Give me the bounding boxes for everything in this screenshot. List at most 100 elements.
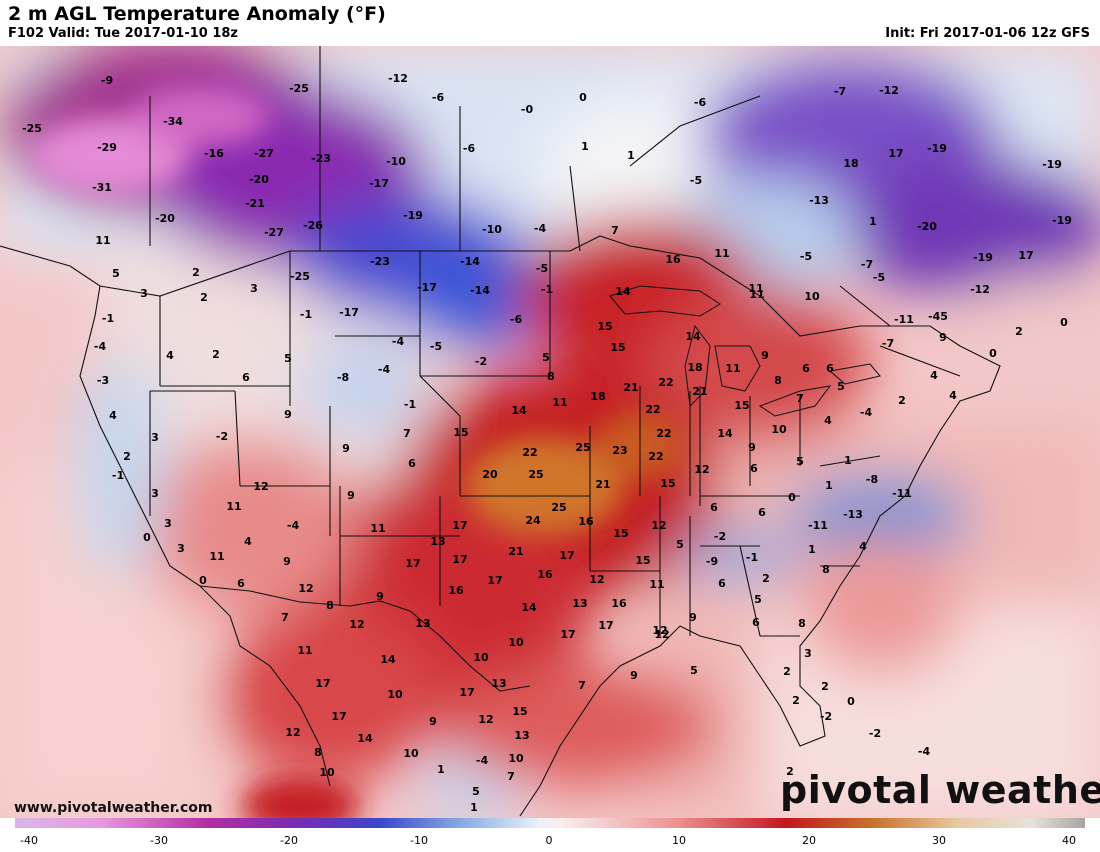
anomaly-value: 5 <box>284 352 292 365</box>
anomaly-value: 5 <box>542 351 550 364</box>
anomaly-value: 1 <box>581 140 589 153</box>
anomaly-value: 13 <box>415 617 430 630</box>
anomaly-value: 23 <box>612 444 627 457</box>
anomaly-value: 11 <box>725 362 740 375</box>
anomaly-value: -5 <box>800 250 812 263</box>
anomaly-value: -20 <box>155 212 175 225</box>
header: 2 m AGL Temperature Anomaly (°F) F102 Va… <box>0 0 1100 46</box>
anomaly-value: -8 <box>866 473 878 486</box>
colorbar-tick-label: 0 <box>546 834 553 847</box>
anomaly-value: 18 <box>590 390 605 403</box>
anomaly-value: -8 <box>337 371 349 384</box>
map-title: 2 m AGL Temperature Anomaly (°F) <box>8 3 386 25</box>
anomaly-value: 2 <box>783 665 791 678</box>
anomaly-value: -7 <box>882 337 894 350</box>
anomaly-value: -13 <box>809 194 829 207</box>
init-time: Init: Fri 2017-01-06 12z GFS <box>885 26 1090 41</box>
anomaly-value: -17 <box>339 306 359 319</box>
anomaly-value: 1 <box>470 801 478 814</box>
anomaly-value: 25 <box>575 441 590 454</box>
anomaly-value: -29 <box>97 141 117 154</box>
anomaly-value: 9 <box>748 441 756 454</box>
anomaly-value: 0 <box>579 91 587 104</box>
anomaly-value: 0 <box>199 574 207 587</box>
anomaly-value: -1 <box>404 398 416 411</box>
anomaly-value: 12 <box>694 463 709 476</box>
anomaly-value: -10 <box>386 155 406 168</box>
anomaly-value: -45 <box>928 310 948 323</box>
anomaly-value: 12 <box>285 726 300 739</box>
anomaly-value: 2 <box>786 765 794 778</box>
anomaly-value: -2 <box>475 355 487 368</box>
anomaly-value: 16 <box>537 568 553 581</box>
anomaly-value: 1 <box>437 763 445 776</box>
anomaly-value: 11 <box>552 396 567 409</box>
anomaly-value: 21 <box>692 385 707 398</box>
anomaly-value: 17 <box>452 519 467 532</box>
anomaly-value: 11 <box>749 288 764 301</box>
anomaly-value: 22 <box>645 403 660 416</box>
anomaly-value: -2 <box>216 430 228 443</box>
anomaly-value: 14 <box>521 601 537 614</box>
anomaly-value: 17 <box>487 574 502 587</box>
anomaly-value: 17 <box>1018 249 1033 262</box>
anomaly-value: -19 <box>403 209 423 222</box>
anomaly-value: 21 <box>623 381 638 394</box>
anomaly-value: -19 <box>973 251 993 264</box>
anomaly-value: 15 <box>453 426 468 439</box>
colorbar-tick-label: -20 <box>280 834 298 847</box>
anomaly-value: -4 <box>94 340 107 353</box>
anomaly-value: -7 <box>861 258 873 271</box>
anomaly-value: 13 <box>514 729 529 742</box>
anomaly-value: -6 <box>510 313 523 326</box>
anomaly-value: -1 <box>102 312 114 325</box>
anomaly-value: 17 <box>598 619 613 632</box>
anomaly-value: 7 <box>611 224 619 237</box>
website-url: www.pivotalweather.com <box>14 800 213 816</box>
anomaly-value: 0 <box>788 491 796 504</box>
anomaly-value: 4 <box>824 414 832 427</box>
anomaly-value: 5 <box>690 664 698 677</box>
anomaly-value: -4 <box>287 519 300 532</box>
anomaly-value: -19 <box>1052 214 1072 227</box>
anomaly-value: 2 <box>192 266 200 279</box>
anomaly-value: 10 <box>804 290 820 303</box>
colorbar-tick-label: 10 <box>672 834 686 847</box>
anomaly-value: 10 <box>387 688 403 701</box>
anomaly-value: -9 <box>706 555 718 568</box>
anomaly-value: 15 <box>635 554 650 567</box>
anomaly-value: -11 <box>892 487 912 500</box>
anomaly-value: -25 <box>290 270 310 283</box>
anomaly-value: -14 <box>460 255 480 268</box>
anomaly-value: 2 <box>821 680 829 693</box>
anomaly-value: 9 <box>761 349 769 362</box>
anomaly-value: 18 <box>843 157 858 170</box>
anomaly-value: 11 <box>714 247 729 260</box>
colorbar-tick-label: -40 <box>20 834 38 847</box>
anomaly-value: 7 <box>507 770 515 783</box>
anomaly-value: 6 <box>750 462 758 475</box>
anomaly-value: -5 <box>873 271 885 284</box>
anomaly-value: -20 <box>249 173 269 186</box>
anomaly-value: 25 <box>528 468 543 481</box>
anomaly-value: 9 <box>376 590 384 603</box>
anomaly-value: 17 <box>559 549 574 562</box>
anomaly-value: 2 <box>762 572 770 585</box>
anomaly-value: -2 <box>820 710 832 723</box>
anomaly-value: 5 <box>754 593 762 606</box>
anomaly-value: 14 <box>615 285 631 298</box>
anomaly-value: 2 <box>200 291 208 304</box>
anomaly-value: 2 <box>792 694 800 707</box>
anomaly-value: 3 <box>164 517 172 530</box>
anomaly-value: -4 <box>392 335 405 348</box>
anomaly-value: 3 <box>151 431 159 444</box>
anomaly-value: 2 <box>898 394 906 407</box>
anomaly-value: 4 <box>930 369 938 382</box>
anomaly-value: 16 <box>448 584 464 597</box>
anomaly-value: 3 <box>250 282 258 295</box>
anomaly-value: -12 <box>970 283 990 296</box>
anomaly-value: 12 <box>652 624 667 637</box>
anomaly-value: 15 <box>512 705 527 718</box>
anomaly-value: 8 <box>314 746 322 759</box>
anomaly-value: 6 <box>237 577 245 590</box>
